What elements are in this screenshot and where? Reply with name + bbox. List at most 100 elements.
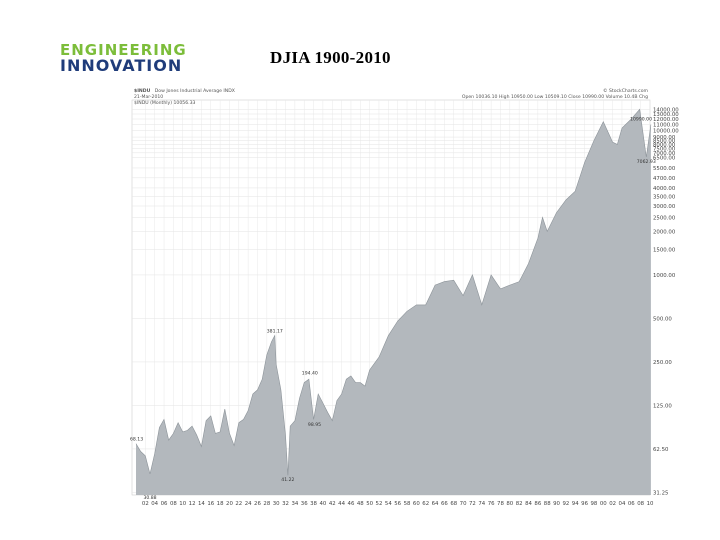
x-tick-label: 04 [151, 501, 158, 507]
annotation-label: 98.95 [308, 422, 321, 428]
y-tick-label: 7500.00 [653, 146, 676, 152]
x-tick-label: 46 [348, 501, 355, 507]
x-tick-label: 44 [338, 501, 345, 507]
annotation-label: 194.40 [302, 371, 318, 377]
x-tick-label: 14 [198, 501, 205, 507]
x-tick-label: 18 [217, 501, 224, 507]
y-tick-label: 9000.00 [653, 135, 676, 141]
y-tick-label: 2000.00 [653, 229, 676, 235]
x-tick-label: 64 [432, 501, 439, 507]
x-tick-label: 88 [544, 501, 551, 507]
x-tick-label: 60 [413, 501, 420, 507]
x-tick-label: 74 [478, 501, 485, 507]
x-tick-label: 50 [366, 501, 373, 507]
annotation-label: 10990.00 [630, 117, 652, 123]
y-tick-label: 125.00 [653, 403, 672, 409]
x-tick-label: 16 [207, 501, 214, 507]
header-index-name: Dow Jones Industrial Average INDX [155, 88, 235, 94]
x-tick-label: 96 [581, 501, 588, 507]
y-tick-label: 12000.00 [653, 117, 679, 123]
x-tick-label: 72 [469, 501, 476, 507]
x-tick-label: 02 [609, 501, 616, 507]
y-tick-label: 3000.00 [653, 204, 676, 210]
logo-text-top: ENGINEERING [60, 41, 187, 59]
logo-text-bottom: INNOVATION [60, 56, 183, 75]
y-tick-label: 3500.00 [653, 194, 676, 200]
y-tick-label: 4700.00 [653, 176, 676, 182]
y-tick-label: 6500.00 [653, 155, 676, 161]
y-tick-label: 5500.00 [653, 166, 676, 172]
slide-title: DJIA 1900-2010 [270, 48, 391, 67]
y-tick-label: 8000.00 [653, 142, 676, 148]
x-tick-label: 10 [179, 501, 186, 507]
header-overlay-legend: $INDU (Monthly) 10056.33 [134, 100, 196, 106]
x-tick-label: 62 [422, 501, 429, 507]
x-tick-label: 34 [291, 501, 298, 507]
djia-line [135, 108, 652, 476]
engineering-innovation-logo: ENGINEERING INNOVATION [60, 42, 200, 76]
x-tick-label: 70 [460, 501, 467, 507]
y-tick-label: 7000.00 [653, 151, 676, 157]
x-tick-label: 52 [376, 501, 383, 507]
y-tick-label: 10000.00 [653, 128, 679, 134]
x-tick-label: 48 [357, 501, 364, 507]
annotation-label: 68.13 [130, 437, 143, 443]
x-tick-label: 58 [404, 501, 411, 507]
x-tick-label: 06 [161, 501, 168, 507]
x-tick-label: 94 [572, 501, 579, 507]
header-date: 21-Mar-2010 [134, 94, 163, 100]
y-tick-label: 11000.00 [653, 122, 679, 128]
y-tick-label: 2500.00 [653, 215, 676, 221]
x-tick-label: 82 [516, 501, 523, 507]
annotation-label: 30.88 [143, 495, 156, 501]
x-tick-label: 22 [235, 501, 242, 507]
x-tick-label: 68 [450, 501, 457, 507]
x-tick-label: 98 [590, 501, 597, 507]
x-tick-label: 80 [506, 501, 513, 507]
header-symbol: $INDU [134, 88, 151, 94]
y-tick-label: 500.00 [653, 316, 672, 322]
x-tick-label: 84 [525, 501, 532, 507]
y-tick-label: 62.50 [653, 447, 669, 453]
y-axis-ticks: 14000.0013000.0012000.0011000.0010000.00… [653, 107, 679, 496]
x-tick-label: 42 [329, 501, 336, 507]
y-tick-label: 14000.00 [653, 107, 679, 113]
header-symbol-line: $INDU Dow Jones Industrial Average INDX [134, 88, 235, 94]
x-tick-label: 86 [534, 501, 541, 507]
y-tick-label: 250.00 [653, 360, 672, 366]
x-tick-label: 54 [385, 501, 392, 507]
x-tick-label: 20 [226, 501, 233, 507]
annotation-label: 7062.93 [637, 159, 656, 165]
header-source: © StockCharts.com [603, 87, 649, 94]
x-tick-label: 04 [619, 501, 626, 507]
price-annotations: 68.13 30.88 381.17 41.22 194.40 98.95 7062.93 1… [130, 117, 656, 502]
y-tick-label: 1500.00 [653, 247, 676, 253]
djia-area [136, 109, 651, 496]
x-axis-ticks: 02 04 06 08 10 12 14 16 18 20 22 24 26 28 30 32 34 36 38 40… [142, 501, 654, 507]
x-tick-label: 00 [600, 501, 607, 507]
x-tick-label: 08 [170, 501, 177, 507]
annotation-label: 381.17 [267, 328, 283, 334]
y-tick-label: 31.25 [653, 490, 668, 496]
x-tick-label: 30 [273, 501, 280, 507]
x-tick-label: 92 [562, 501, 569, 507]
x-tick-label: 26 [254, 501, 261, 507]
x-tick-label: 28 [263, 501, 270, 507]
x-tick-label: 06 [628, 501, 635, 507]
x-tick-label: 24 [245, 501, 252, 507]
header-quote: Open 10036.10 High 10950.00 Low 10509.10… [462, 94, 648, 100]
x-tick-label: 40 [319, 501, 326, 507]
x-tick-label: 76 [488, 501, 495, 507]
x-tick-label: 12 [189, 501, 196, 507]
x-tick-label: 36 [301, 501, 308, 507]
y-tick-label: 8500.00 [653, 139, 676, 145]
x-tick-label: 56 [394, 501, 401, 507]
x-tick-label: 38 [310, 501, 317, 507]
x-tick-label: 02 [142, 501, 149, 507]
x-tick-label: 78 [497, 501, 504, 507]
x-tick-label: 10 [647, 501, 654, 507]
y-tick-label: 4000.00 [653, 186, 676, 192]
x-tick-label: 32 [282, 501, 289, 507]
y-tick-label: 13000.00 [653, 112, 679, 118]
